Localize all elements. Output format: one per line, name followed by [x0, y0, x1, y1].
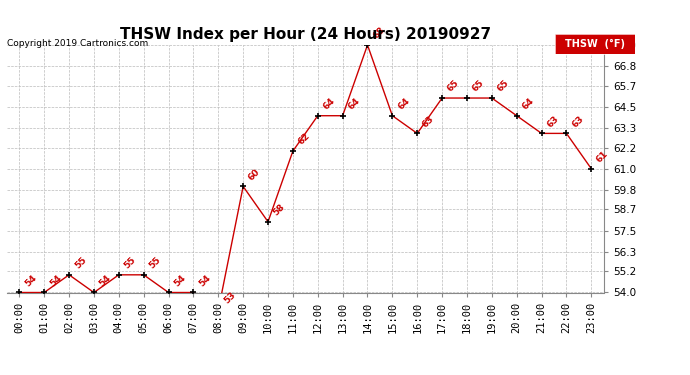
- Text: Copyright 2019 Cartronics.com: Copyright 2019 Cartronics.com: [7, 39, 148, 48]
- Text: 68: 68: [371, 26, 386, 40]
- Text: 58: 58: [272, 202, 287, 217]
- Text: 65: 65: [446, 78, 461, 94]
- Text: 55: 55: [148, 255, 163, 270]
- Text: 54: 54: [48, 273, 63, 288]
- Text: 54: 54: [23, 273, 39, 288]
- Text: 65: 65: [495, 78, 511, 94]
- Text: 64: 64: [322, 96, 337, 111]
- Text: 64: 64: [520, 96, 535, 111]
- Text: 53: 53: [222, 291, 237, 306]
- Text: 55: 55: [123, 255, 138, 270]
- Text: 63: 63: [570, 114, 585, 129]
- Title: THSW Index per Hour (24 Hours) 20190927: THSW Index per Hour (24 Hours) 20190927: [120, 27, 491, 42]
- Text: 60: 60: [247, 167, 262, 182]
- Text: 64: 64: [396, 96, 411, 111]
- Text: 64: 64: [346, 96, 362, 111]
- Text: 63: 63: [545, 114, 560, 129]
- Text: 55: 55: [73, 255, 88, 270]
- Text: 65: 65: [471, 78, 486, 94]
- Text: 54: 54: [98, 273, 113, 288]
- Text: 54: 54: [172, 273, 188, 288]
- Text: 62: 62: [297, 132, 312, 147]
- Text: 63: 63: [421, 114, 436, 129]
- Text: 54: 54: [197, 273, 213, 288]
- Text: THSW  (°F): THSW (°F): [565, 39, 625, 49]
- Text: 61: 61: [595, 149, 610, 164]
